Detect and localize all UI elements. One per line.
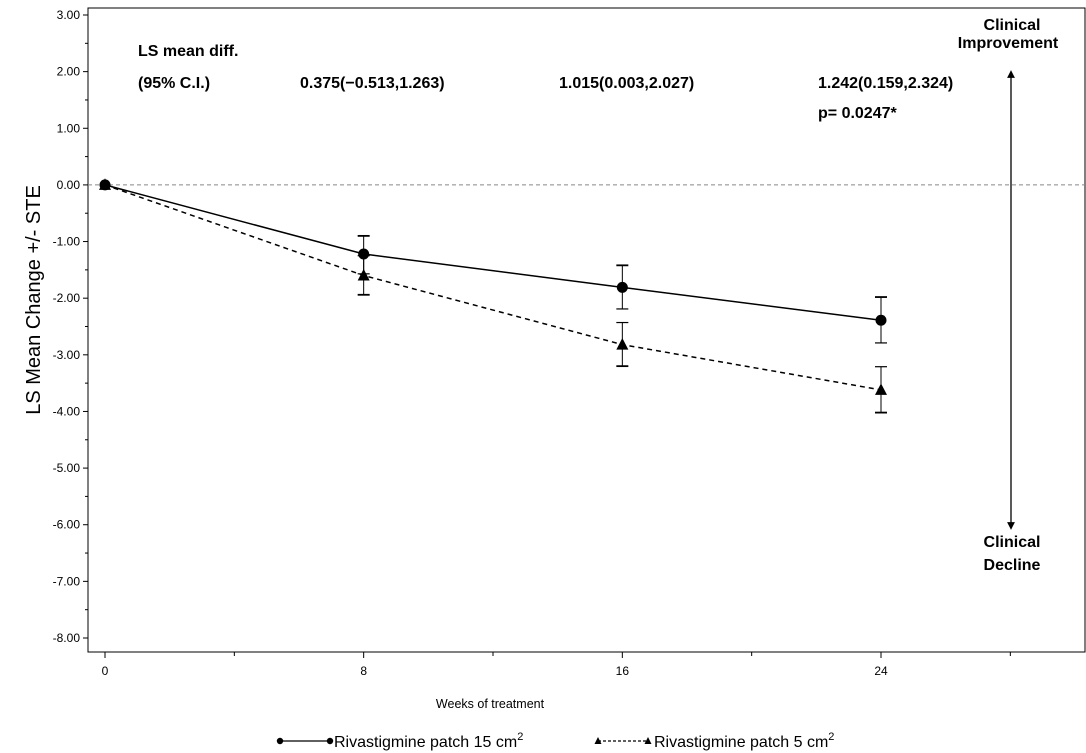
legend-marker-5cm-right	[644, 737, 652, 744]
y-axis: 3.00 2.00 1.00 0.00 -1.00 -2.00 -3.00 -4.00 -5.0…	[53, 8, 88, 645]
annotation-p-value: p= 0.0247*	[818, 105, 898, 122]
data-point-triangle	[357, 268, 370, 281]
y-tick-label: -7.00	[53, 574, 81, 588]
series-line-circle	[104, 184, 882, 322]
legend-label-5cm: Rivastigmine patch 5 cm2	[654, 731, 834, 751]
series-layer	[99, 178, 887, 414]
x-tick-label: 8	[360, 664, 367, 678]
annotation-diff-week16: 1.015(0.003,2.027)	[559, 75, 694, 92]
clinical-decline-line2: Decline	[984, 557, 1041, 574]
legend-label-15cm: Rivastigmine patch 15 cm2	[334, 731, 523, 751]
series-line-triangle	[104, 184, 882, 391]
legend-marker-15cm-right	[326, 737, 334, 745]
clinical-improvement-line2: Improvement	[958, 35, 1059, 52]
y-axis-title: LS Mean Change +/- STE	[23, 185, 45, 415]
y-tick-label: 3.00	[57, 8, 81, 22]
y-tick-label: -2.00	[53, 291, 81, 305]
data-point-triangle	[875, 383, 887, 395]
data-point-triangle	[99, 178, 111, 190]
x-axis-title: Weeks of treatment	[436, 697, 545, 711]
clinical-decline-line1: Clinical	[984, 534, 1041, 551]
data-point-circle	[875, 314, 887, 326]
x-tick-label: 16	[616, 664, 630, 678]
legend-marker-15cm-left	[276, 737, 284, 745]
data-point-circle	[616, 281, 628, 293]
data-point-triangle	[616, 338, 629, 350]
annotation-diff-week8: 0.375(−0.513,1.263)	[300, 75, 445, 92]
y-tick-label: 0.00	[57, 178, 81, 192]
y-tick-label: -5.00	[53, 461, 81, 475]
y-tick-label: -3.00	[53, 348, 81, 362]
plot-area	[87, 7, 1086, 653]
y-tick-label: -4.00	[53, 404, 81, 418]
series-triangle	[99, 178, 887, 414]
y-tick-label: 2.00	[57, 65, 81, 79]
annotation-diff-week24: 1.242(0.159,2.324)	[818, 75, 953, 92]
y-tick-label: -8.00	[53, 631, 81, 645]
x-axis: 0 8 16 24	[102, 652, 1011, 678]
legend: Rivastigmine patch 15 cm2 Rivastigmine p…	[276, 731, 834, 751]
series-circle	[99, 179, 887, 344]
x-tick-label: 24	[874, 664, 888, 678]
y-tick-label: -1.00	[53, 235, 81, 249]
annotation-header-line1: LS mean diff.	[138, 43, 238, 60]
y-tick-label: -6.00	[53, 518, 81, 532]
annotation-header-line2: (95% C.I.)	[138, 75, 210, 92]
y-tick-label: 1.00	[57, 121, 81, 135]
clinical-improvement-line1: Clinical	[984, 17, 1041, 34]
legend-marker-5cm-left	[594, 737, 602, 744]
data-point-circle	[358, 248, 370, 260]
x-tick-label: 0	[102, 664, 109, 678]
